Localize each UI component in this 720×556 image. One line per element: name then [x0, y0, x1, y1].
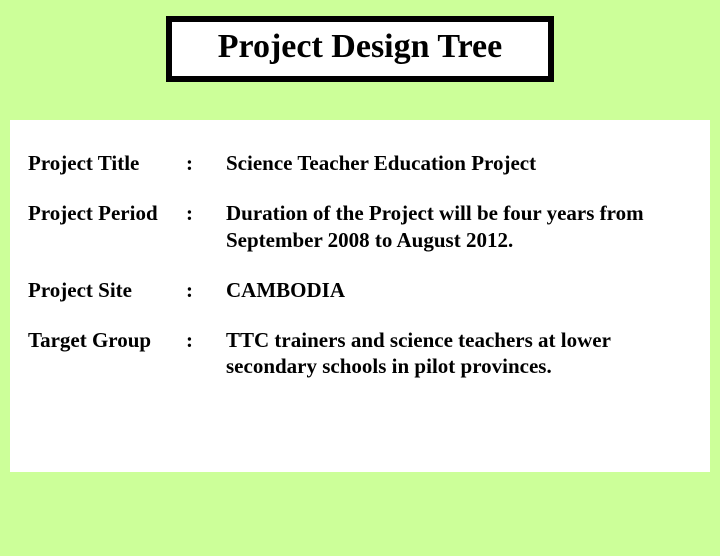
page-title: Project Design Tree: [172, 28, 548, 66]
row-label: Project Site: [28, 265, 186, 315]
row-value: CAMBODIA: [226, 265, 692, 315]
table-row: Target Group : TTC trainers and science …: [28, 315, 692, 392]
title-box: Project Design Tree: [166, 16, 554, 82]
row-label: Target Group: [28, 315, 186, 392]
table-row: Project Title : Science Teacher Educatio…: [28, 138, 692, 188]
row-value: Science Teacher Education Project: [226, 138, 692, 188]
info-table: Project Title : Science Teacher Educatio…: [28, 138, 692, 392]
row-value: TTC trainers and science teachers at low…: [226, 315, 692, 392]
row-separator: :: [186, 315, 226, 392]
info-panel: Project Title : Science Teacher Educatio…: [10, 120, 710, 472]
row-separator: :: [186, 265, 226, 315]
table-row: Project Site : CAMBODIA: [28, 265, 692, 315]
row-label: Project Title: [28, 138, 186, 188]
row-label: Project Period: [28, 188, 186, 265]
table-row: Project Period : Duration of the Project…: [28, 188, 692, 265]
row-value: Duration of the Project will be four yea…: [226, 188, 692, 265]
row-separator: :: [186, 188, 226, 265]
row-separator: :: [186, 138, 226, 188]
